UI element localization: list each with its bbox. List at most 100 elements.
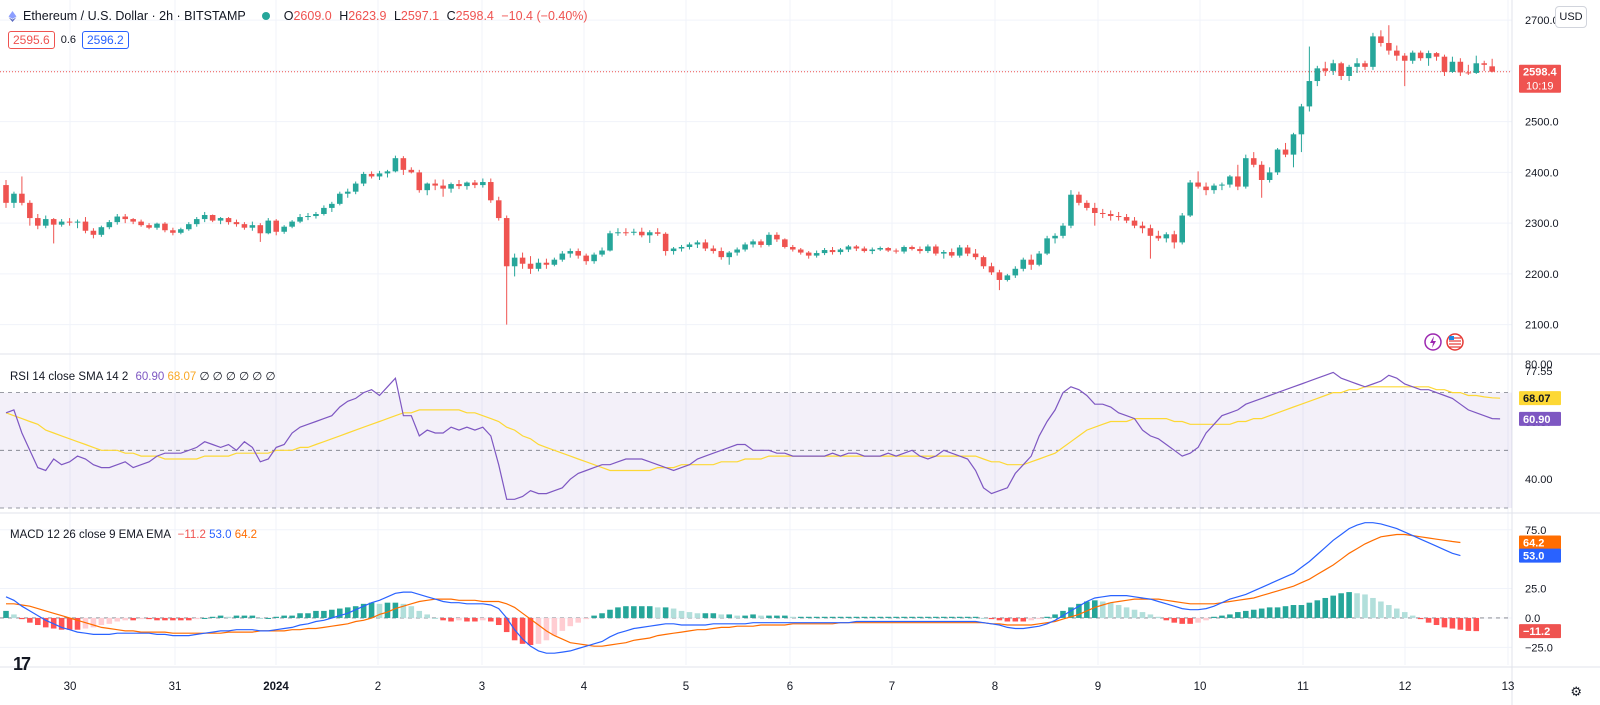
candle-body	[1139, 225, 1146, 229]
rsi-tick-label: 80.00	[1525, 359, 1553, 371]
histogram-bar	[281, 615, 287, 618]
histogram-bar	[376, 603, 383, 618]
candle-body	[408, 169, 415, 173]
macd-hist-value: −11.2	[177, 529, 206, 541]
candle-body	[646, 232, 653, 236]
rsi-badge: 60.90	[1523, 414, 1551, 426]
candle-body	[948, 252, 955, 256]
histogram-bar	[1409, 615, 1416, 618]
candle-body	[1338, 63, 1344, 76]
change-value: −10.4 (−0.40%)	[501, 9, 588, 23]
candle-body	[337, 193, 343, 204]
histogram-bar	[42, 617, 49, 628]
histogram-bar	[1306, 602, 1313, 618]
histogram-bar	[130, 617, 136, 621]
histogram-bar	[1092, 600, 1098, 618]
candle-body	[972, 253, 979, 258]
histogram-bar	[265, 617, 272, 619]
candle-body	[27, 202, 33, 219]
time-axis-label: 10	[1194, 681, 1207, 693]
candle-body	[933, 246, 939, 254]
candle-body	[535, 262, 542, 269]
histogram-bar	[790, 616, 796, 618]
candle-body	[1179, 215, 1185, 243]
histogram-bar	[146, 617, 152, 620]
candle-body	[853, 246, 860, 249]
macd-line	[5, 522, 1461, 654]
macd-tick-label: 25.0	[1525, 584, 1546, 596]
candle-body	[639, 231, 645, 236]
rsi-line	[5, 371, 1501, 500]
histogram-bar	[1068, 607, 1074, 618]
candle-body	[766, 234, 772, 245]
candle-body	[1147, 228, 1154, 236]
tradingview-logo[interactable]: 17	[13, 654, 31, 674]
candle-body	[98, 227, 105, 235]
histogram-bar	[1243, 610, 1249, 618]
histogram-bar	[114, 617, 121, 622]
sell-price-button[interactable]: 2595.6	[8, 31, 55, 49]
candle-body	[376, 173, 383, 177]
candle-body	[448, 184, 454, 189]
candle-body	[1131, 220, 1138, 226]
candle-body	[805, 252, 812, 256]
candle-body	[996, 272, 1003, 280]
histogram-bar	[861, 616, 868, 618]
candle-body	[797, 249, 804, 253]
candle-body	[821, 250, 828, 254]
histogram-bar	[583, 617, 589, 620]
histogram-bar	[639, 606, 645, 618]
histogram-bar	[1250, 609, 1257, 618]
histogram-bar	[654, 607, 661, 618]
currency-button[interactable]: USD	[1555, 6, 1587, 28]
open-label: O	[283, 9, 294, 23]
histogram-bar	[845, 616, 852, 618]
countdown-label: 10:19	[1526, 81, 1554, 93]
histogram-bar	[1425, 617, 1432, 623]
candle-body	[1354, 63, 1360, 67]
candle-body	[1258, 164, 1265, 180]
histogram-bar	[718, 614, 725, 618]
time-axis-label: 2024	[263, 681, 289, 693]
rsi-legend[interactable]: RSI 14 close SMA 14 2 60.90 68.07 ∅ ∅ ∅ …	[10, 369, 276, 383]
flag-canton-icon	[1449, 336, 1454, 340]
histogram-bar	[1171, 617, 1178, 623]
candle-body	[1004, 275, 1011, 280]
symbol-title[interactable]: Ethereum / U.S. Dollar · 2h · BITSTAMP	[23, 9, 246, 23]
candle-body	[1473, 63, 1480, 73]
candle-body	[495, 200, 502, 219]
histogram-bar	[742, 615, 748, 618]
histogram-bar	[1004, 617, 1011, 622]
histogram-bar	[646, 606, 653, 618]
candle-body	[1266, 172, 1273, 180]
open-value: 2609.0	[293, 9, 332, 23]
candle-body	[19, 193, 25, 203]
histogram-bar	[193, 617, 200, 620]
time-axis-label: 9	[1095, 681, 1101, 693]
histogram-bar	[217, 615, 224, 618]
gear-icon[interactable]: ⚙	[1570, 684, 1582, 699]
candle-body	[1401, 55, 1408, 61]
candle-body	[527, 263, 534, 269]
candle-body	[1274, 149, 1281, 173]
histogram-bar	[1123, 607, 1130, 618]
buy-price-button[interactable]: 2596.2	[82, 31, 129, 49]
histogram-bar	[575, 617, 581, 623]
macd-legend[interactable]: MACD 12 26 close 9 EMA EMA −11.2 53.0 64…	[10, 529, 257, 541]
candle-body	[964, 247, 971, 254]
candle-body	[440, 185, 446, 189]
candle-body	[488, 182, 494, 201]
candle-body	[1425, 53, 1432, 59]
candle-body	[400, 158, 407, 170]
candle-body	[1076, 194, 1082, 203]
histogram-bar	[321, 610, 327, 618]
candle-body	[1068, 194, 1074, 226]
macd-signal-badge-bg	[1519, 535, 1561, 550]
histogram-bar	[1115, 605, 1122, 618]
candle-body	[193, 219, 200, 225]
candle-body	[726, 252, 732, 258]
histogram-bar	[1203, 617, 1209, 621]
histogram-bar	[138, 617, 144, 620]
histogram-bar	[837, 616, 844, 618]
